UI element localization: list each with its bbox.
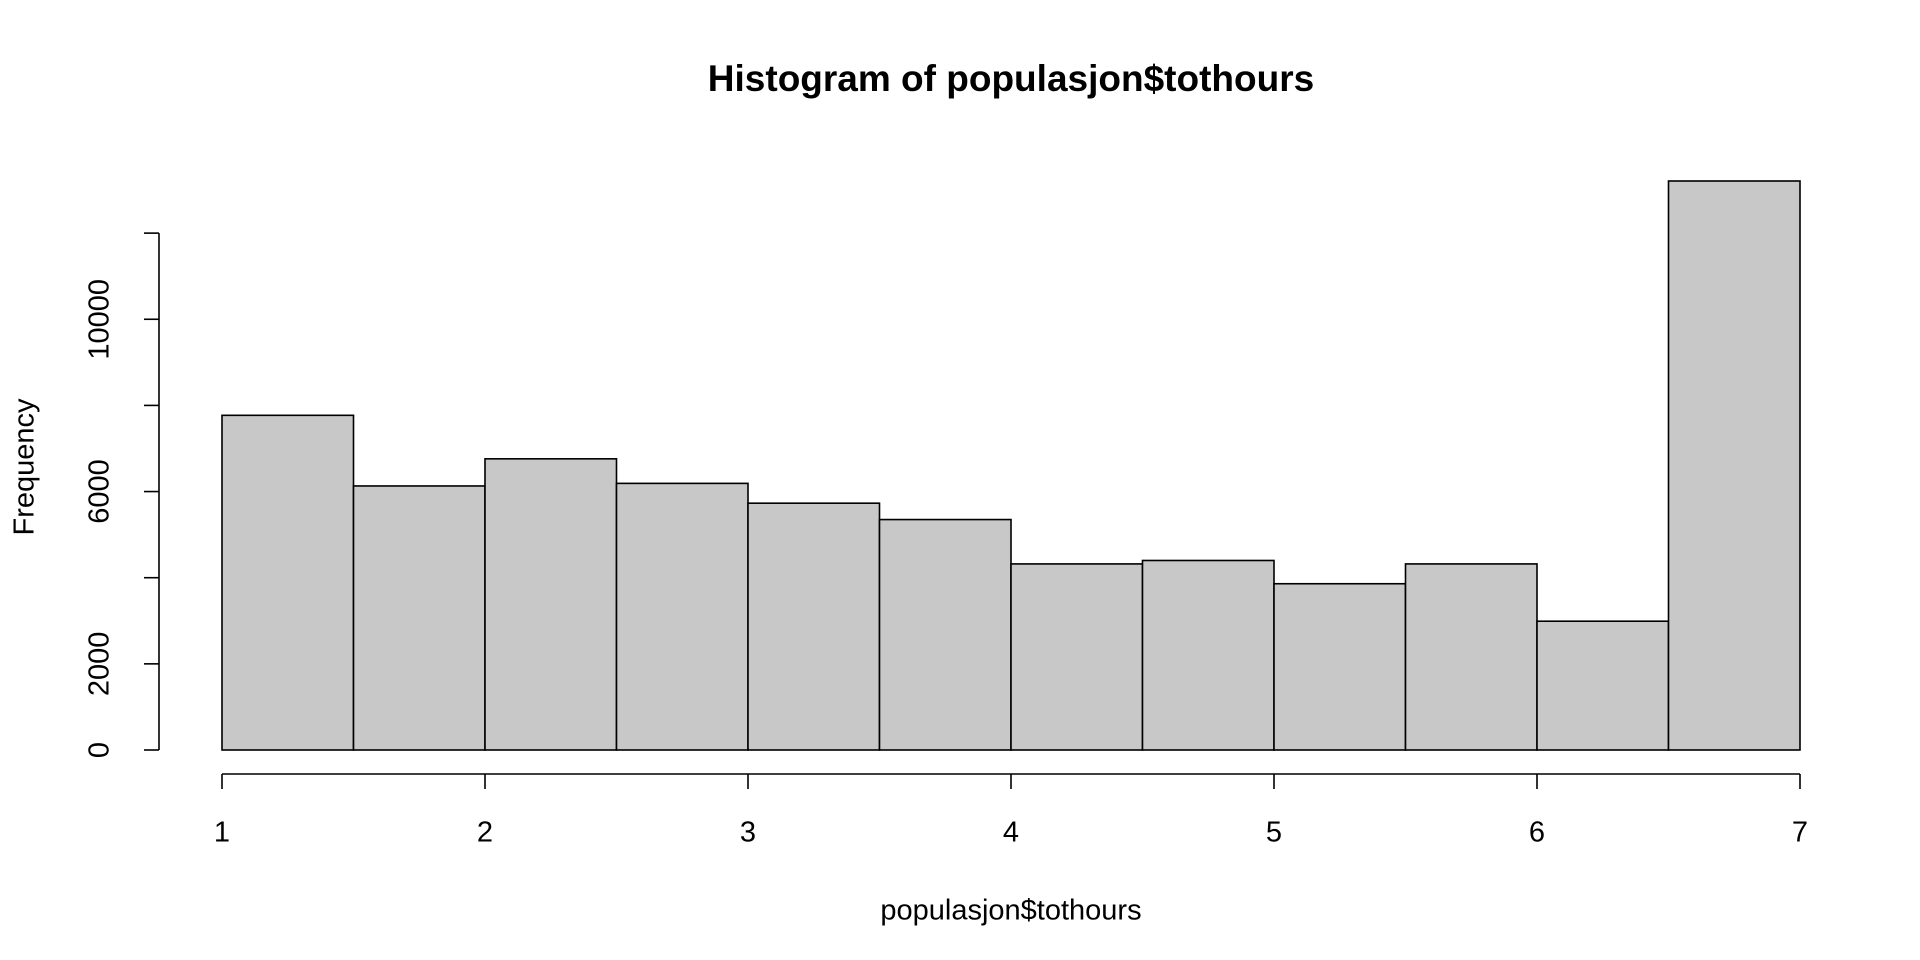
x-tick-label: 7 bbox=[1792, 817, 1808, 849]
x-axis-label: populasjon$tothours bbox=[880, 895, 1141, 927]
bar bbox=[1273, 582, 1407, 751]
y-tick-label: 0 bbox=[84, 742, 116, 758]
bar bbox=[1141, 559, 1275, 751]
bar bbox=[221, 414, 355, 751]
x-tick-label: 2 bbox=[477, 817, 493, 849]
y-tick-label: 6000 bbox=[84, 459, 116, 524]
y-axis-label: Frequency bbox=[9, 398, 41, 536]
x-tick-label: 4 bbox=[1003, 817, 1019, 849]
x-tick-label: 3 bbox=[740, 817, 756, 849]
bar bbox=[352, 485, 486, 751]
bar bbox=[1536, 620, 1670, 751]
bar bbox=[1667, 180, 1801, 751]
chart-title: Histogram of populasjon$tothours bbox=[708, 58, 1314, 99]
bar bbox=[615, 482, 749, 751]
y-tick-label: 10000 bbox=[84, 279, 116, 360]
bar bbox=[747, 502, 881, 751]
bar bbox=[1404, 563, 1538, 751]
bar bbox=[484, 458, 618, 751]
bar bbox=[1010, 563, 1144, 751]
x-tick-label: 5 bbox=[1266, 817, 1282, 849]
x-tick-label: 6 bbox=[1529, 817, 1545, 849]
x-tick-label: 1 bbox=[214, 817, 230, 849]
bar bbox=[878, 518, 1012, 751]
y-tick-label: 2000 bbox=[84, 632, 116, 697]
